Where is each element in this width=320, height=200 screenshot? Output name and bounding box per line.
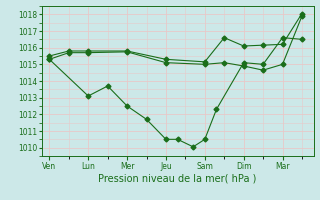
X-axis label: Pression niveau de la mer( hPa ): Pression niveau de la mer( hPa )	[99, 173, 257, 183]
